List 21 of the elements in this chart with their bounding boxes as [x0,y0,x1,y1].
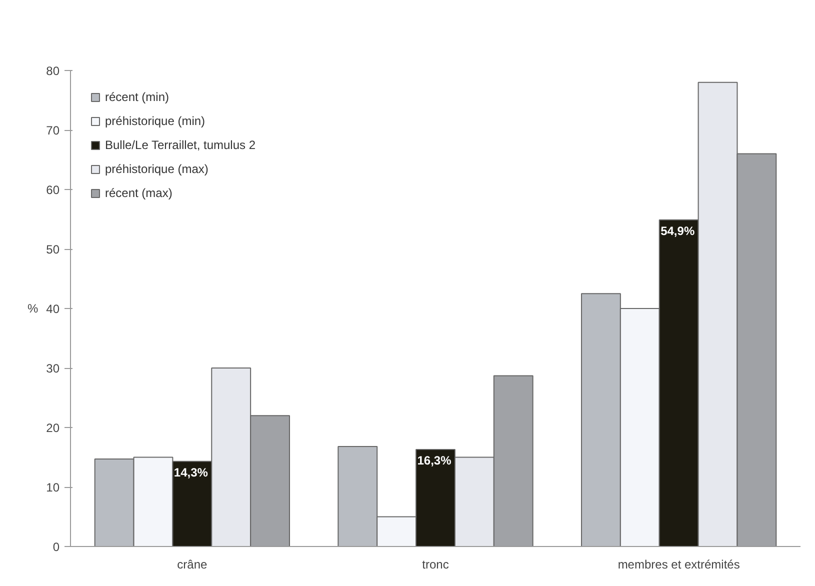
data-label: 14,3% [174,465,208,480]
data-label: 16,3% [417,454,452,468]
y-tick-label: 20 [46,421,60,435]
y-tick-label: 30 [46,362,60,376]
legend-label: récent (min) [105,90,170,104]
x-tick-label: crâne [177,558,208,572]
y-tick-label: 40 [46,302,60,316]
x-tick-label: tronc [422,558,449,572]
y-tick-label: 80 [46,64,60,78]
y-tick-label: 70 [46,124,60,138]
y-tick-label: 60 [46,183,60,197]
data-label: 54,9% [660,224,695,238]
legend-label: récent (max) [105,186,172,200]
legend-label: Bulle/Le Terraillet, tumulus 2 [105,138,256,152]
legend-label: préhistorique (min) [105,114,206,128]
legend-label: préhistorique (max) [105,162,208,176]
y-tick-label: 10 [46,480,60,494]
y-axis-title: % [27,302,38,316]
y-tick-label: 0 [52,540,60,554]
y-tick-label: 50 [46,242,60,256]
x-tick-label: membres et extrémités [618,558,740,572]
